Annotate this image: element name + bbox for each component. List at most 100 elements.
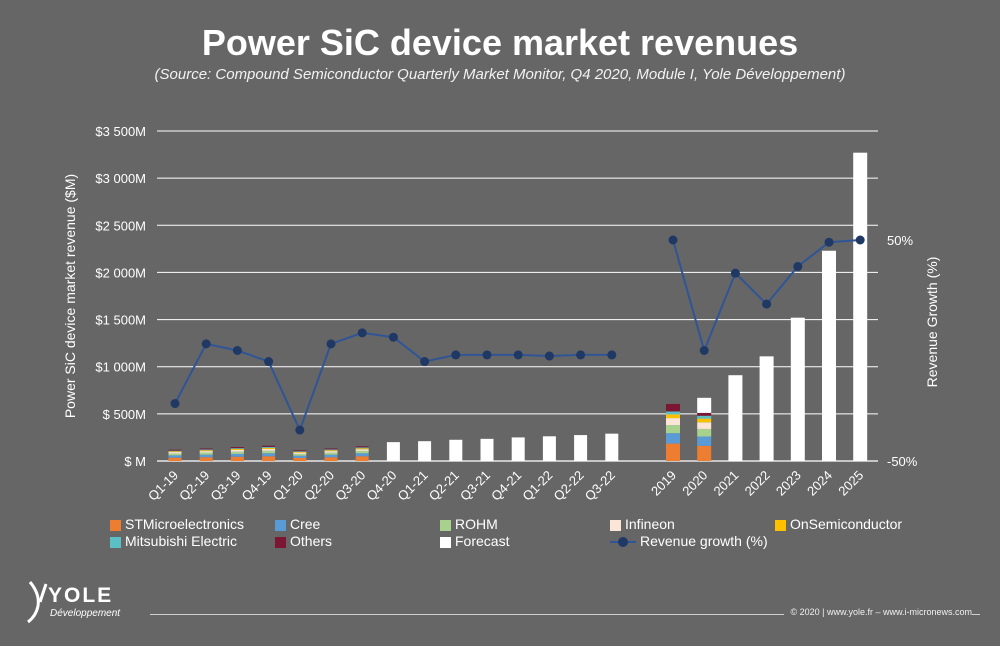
footer-divider xyxy=(150,614,980,615)
legend-item: ROHM xyxy=(440,515,498,533)
growth-point xyxy=(357,328,367,338)
bar-segment xyxy=(230,449,244,450)
bar-segment xyxy=(853,152,868,461)
bar-segment xyxy=(293,451,307,452)
bar-segment xyxy=(199,450,213,452)
bar-segment xyxy=(355,448,369,450)
growth-point xyxy=(607,350,617,360)
growth-point xyxy=(420,357,430,367)
bar-segment xyxy=(230,453,244,457)
bar-segment xyxy=(822,250,836,461)
x-tick-label: Q4-21 xyxy=(488,468,524,504)
growth-point xyxy=(762,299,772,309)
bar-segment xyxy=(324,451,338,453)
growth-point xyxy=(451,350,461,360)
bar-segment xyxy=(697,418,712,423)
x-tick-label: 2025 xyxy=(835,468,866,499)
legend-label: Revenue growth (%) xyxy=(640,533,768,549)
growth-point xyxy=(544,351,554,361)
legend-label: OnSemiconductor xyxy=(790,516,903,532)
right-axis-title: Revenue Growth (%) xyxy=(924,257,940,388)
x-tick-label: Q3-21 xyxy=(457,468,493,504)
bar-segment xyxy=(697,422,712,429)
bar-segment xyxy=(199,457,213,461)
x-tick-label: Q1-20 xyxy=(270,468,306,504)
bar-segment xyxy=(355,456,369,461)
x-tick-label: Q1-22 xyxy=(519,468,555,504)
bar-segment xyxy=(262,456,276,461)
bar-segment xyxy=(293,457,307,461)
legend-swatch xyxy=(110,536,121,548)
bar-segment xyxy=(168,450,182,452)
bar-segment xyxy=(697,397,712,413)
bar-segment xyxy=(199,452,213,455)
bar-segment xyxy=(697,412,712,416)
right-tick-label: 50% xyxy=(887,233,913,248)
growth-point xyxy=(232,346,242,355)
right-tick-label: -50% xyxy=(887,454,918,469)
bar-segment xyxy=(355,446,369,448)
growth-point xyxy=(824,237,834,247)
y-tick-label: $ 500M xyxy=(103,407,146,422)
bar-segment xyxy=(542,436,556,461)
y-tick-label: $1 500M xyxy=(95,313,146,328)
legend-item: Revenue growth (%) xyxy=(610,532,768,550)
bar-segment xyxy=(262,446,276,448)
y-tick-label: $2 000M xyxy=(95,265,146,280)
legend-item: Cree xyxy=(275,515,320,533)
bar-segment xyxy=(666,418,680,426)
y-tick-label: $3 500M xyxy=(95,124,146,139)
x-tick-label: Q2-19 xyxy=(176,468,212,504)
growth-point xyxy=(482,350,492,360)
bar-segment xyxy=(666,433,680,444)
y-tick-label: $3 000M xyxy=(95,171,146,186)
bar-segment xyxy=(728,375,743,461)
x-tick-label: 2021 xyxy=(710,468,741,499)
growth-point xyxy=(668,235,678,245)
legend-item: OnSemiconductor xyxy=(775,515,902,533)
legend-swatch xyxy=(110,519,121,531)
bar-segment xyxy=(666,411,680,415)
bar-segment xyxy=(355,447,369,449)
legend-label: STMicroelectronics xyxy=(125,516,245,532)
legend-swatch xyxy=(440,536,451,548)
bar-segment xyxy=(324,450,338,452)
legend-label: Forecast xyxy=(455,533,510,549)
bar-segment xyxy=(355,453,369,457)
bar-segment xyxy=(168,455,182,458)
legend-swatch xyxy=(275,519,286,531)
x-tick-label: Q1-21 xyxy=(395,468,431,504)
bar-segment xyxy=(168,452,182,454)
bar-segment xyxy=(386,442,400,461)
bar-segment xyxy=(293,452,307,454)
bar-segment xyxy=(199,449,213,451)
x-tick-label: 2024 xyxy=(804,468,835,499)
growth-point xyxy=(264,357,274,367)
y-tick-label: $2 500M xyxy=(95,218,146,233)
legend-swatch xyxy=(440,519,451,531)
bar-segment xyxy=(574,435,588,461)
x-tick-label: 2023 xyxy=(773,468,804,499)
bar-segment xyxy=(168,457,182,461)
bar-segment xyxy=(324,449,338,451)
x-tick-label: Q1-19 xyxy=(145,468,181,504)
bar-segment xyxy=(511,437,525,461)
logo-name: YOLE xyxy=(48,584,114,607)
growth-point xyxy=(201,339,211,349)
bar-segment xyxy=(262,445,276,447)
x-tick-label: 2019 xyxy=(648,468,679,499)
growth-point xyxy=(576,350,586,360)
x-tick-label: Q3-22 xyxy=(582,468,618,504)
bar-segment xyxy=(168,453,182,456)
legend-swatch xyxy=(275,536,286,548)
bar-segment xyxy=(168,449,182,451)
legend-label: ROHM xyxy=(455,516,498,532)
bar-segment xyxy=(262,453,276,457)
x-tick-label: 2020 xyxy=(679,468,710,499)
chart-title: Power SiC device market revenues xyxy=(201,22,799,63)
bar-segment xyxy=(199,451,213,453)
yole-logo-icon xyxy=(27,581,48,624)
bar-segment xyxy=(293,453,307,456)
growth-point xyxy=(170,399,180,409)
growth-point xyxy=(326,339,336,349)
